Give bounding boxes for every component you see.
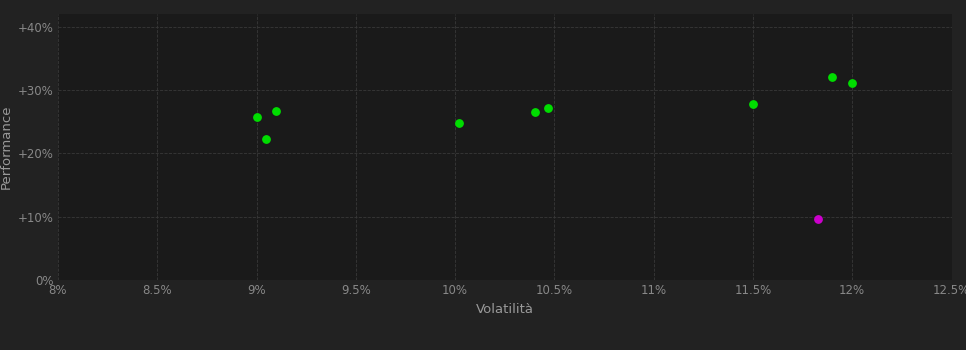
Point — [810, 216, 826, 222]
Point — [259, 136, 274, 141]
Point — [825, 75, 840, 80]
X-axis label: Volatilità: Volatilità — [475, 303, 534, 316]
Point — [526, 109, 542, 114]
Point — [541, 105, 556, 111]
Point — [249, 114, 265, 120]
Point — [451, 120, 467, 126]
Point — [745, 101, 760, 107]
Point — [844, 80, 860, 86]
Y-axis label: Performance: Performance — [0, 105, 13, 189]
Point — [269, 108, 284, 114]
